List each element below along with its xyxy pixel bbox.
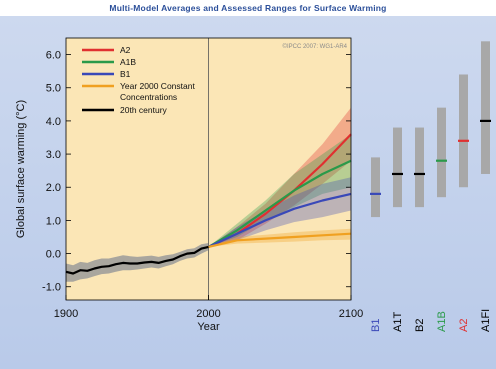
x-axis-label: Year xyxy=(197,321,220,333)
range-bar-a2 xyxy=(459,74,468,188)
line-20th-century xyxy=(65,245,209,275)
y-tick-label: 2.0 xyxy=(46,182,61,194)
range-bar-a1b xyxy=(437,107,446,198)
y-tick-label: 6.0 xyxy=(46,50,61,62)
ipcc-credit: ©IPCC 2007: WG1-AR4 xyxy=(283,43,348,50)
line-b1 xyxy=(208,192,352,248)
range-bar-b2 xyxy=(415,127,424,208)
line-a1b xyxy=(207,159,352,248)
range-label: B1 xyxy=(370,319,382,332)
range-bar-b1 xyxy=(371,157,380,218)
figure-title: Multi-Model Averages and Assessed Ranges… xyxy=(109,3,387,13)
series-lines xyxy=(65,133,352,275)
y-tick-label: 0.0 xyxy=(46,249,61,261)
legend-label: B1 xyxy=(120,69,131,79)
range-label: A1B xyxy=(436,311,448,332)
range-label: A1T xyxy=(392,312,404,332)
x-tick-label: 1900 xyxy=(54,308,78,320)
y-tick-label: 1.0 xyxy=(46,215,61,227)
x-tick-label: 2100 xyxy=(339,308,363,320)
range-label: B2 xyxy=(414,319,426,332)
legend-label: A2 xyxy=(120,45,131,55)
likely-range-bars: B1 A1T B2 A1B A2 A1FI xyxy=(370,41,492,332)
range-label: A1FI xyxy=(480,309,492,332)
legend-label: Year 2000 Constant xyxy=(120,81,195,91)
range-bar-a1t xyxy=(393,127,402,208)
range-bar-a1fi xyxy=(481,41,490,174)
line-year-2000-constant-concentrations xyxy=(208,232,352,248)
y-axis: -1.0 0.0 1.0 2.0 3.0 4.0 5.0 6.0 xyxy=(42,50,351,294)
y-tick-label: 4.0 xyxy=(46,116,61,128)
y-tick-label: -1.0 xyxy=(42,282,61,294)
y-axis-label: Global surface warming (°C) xyxy=(15,100,27,238)
range-label: A2 xyxy=(458,319,470,332)
x-tick-label: 2000 xyxy=(196,308,220,320)
band-a1b xyxy=(208,134,351,247)
y-tick-label: 3.0 xyxy=(46,149,61,161)
legend-label: A1B xyxy=(120,57,136,67)
legend-label: 20th century xyxy=(120,105,168,115)
legend-label-cont: Concentrations xyxy=(120,92,177,102)
band-a2 xyxy=(208,107,351,247)
y-tick-label: 5.0 xyxy=(46,83,61,95)
x-axis: 1900 2000 2100 xyxy=(54,295,363,320)
